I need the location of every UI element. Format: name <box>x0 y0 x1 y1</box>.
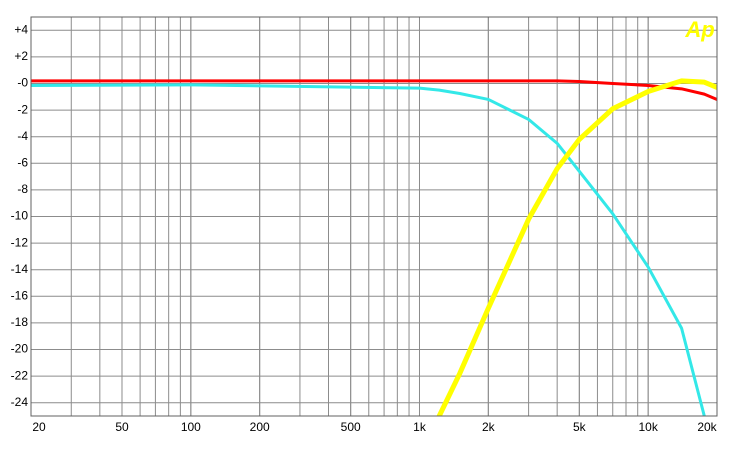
x-tick-label: 2k <box>482 420 496 434</box>
series-line <box>436 78 717 416</box>
y-tick-label: -16 <box>11 288 29 302</box>
x-tick-label: 10k <box>638 420 658 434</box>
plot-frame <box>30 16 718 417</box>
y-tick-label: -20 <box>11 342 29 356</box>
tick-labels: 20 50 100 200 500 1k 2k 5k 10k 20k +4 +2 -0 -2 -4 -6 -8 -… <box>11 22 718 434</box>
y-tick-label: -10 <box>11 209 29 223</box>
x-tick-label: 20k <box>697 420 717 434</box>
y-tick-label: +4 <box>14 22 28 36</box>
y-tick-label: -8 <box>17 182 28 196</box>
series-line <box>31 79 717 101</box>
y-tick-label: -22 <box>11 368 29 382</box>
plot-lines <box>31 78 717 416</box>
x-tick-label: 50 <box>115 420 129 434</box>
y-tick-label: -6 <box>17 155 28 169</box>
y-tick-label: -14 <box>11 262 29 276</box>
y-tick-label: -12 <box>11 235 29 249</box>
y-tick-label: -18 <box>11 315 29 329</box>
x-tick-label: 1k <box>413 420 427 434</box>
y-tick-label: -24 <box>11 395 29 409</box>
y-tick-label: -2 <box>17 102 28 116</box>
x-tick-label: 5k <box>573 420 587 434</box>
x-tick-label: 100 <box>181 420 201 434</box>
y-tick-label: +2 <box>14 49 28 63</box>
x-tick-label: 200 <box>250 420 270 434</box>
y-tick-label: -4 <box>17 129 28 143</box>
series-line <box>31 83 706 416</box>
x-tick-label: 20 <box>32 420 46 434</box>
logo: Ap <box>684 17 714 42</box>
x-tick-label: 500 <box>341 420 361 434</box>
y-tick-label: -0 <box>17 76 28 90</box>
